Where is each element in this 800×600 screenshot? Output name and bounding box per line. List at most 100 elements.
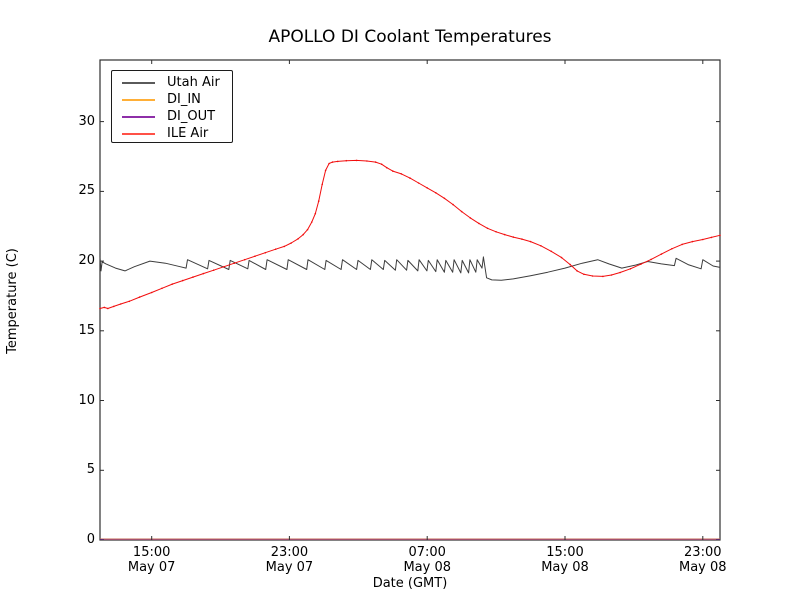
series-marker — [311, 221, 313, 223]
legend-line-swatch — [122, 81, 155, 84]
series-marker — [274, 248, 277, 250]
x-tick-date: May 07 — [127, 560, 176, 575]
legend-entry: ILE Air — [112, 125, 232, 142]
y-tick-label: 20 — [78, 253, 95, 269]
series-marker — [691, 240, 694, 243]
series-marker — [386, 166, 388, 169]
series-marker — [392, 170, 394, 172]
series-marker — [306, 228, 309, 231]
series-marker — [660, 253, 663, 255]
x-tick-date: May 07 — [265, 560, 314, 575]
series-marker — [336, 160, 339, 163]
y-tick-label: 5 — [86, 462, 95, 478]
series-marker — [171, 283, 174, 285]
series-marker — [192, 276, 194, 278]
x-tick-time: 15:00 — [132, 545, 171, 560]
series-marker — [99, 307, 101, 310]
series-marker — [181, 279, 184, 282]
series-marker — [550, 250, 552, 253]
series-marker — [495, 231, 497, 233]
y-tick-label: 15 — [78, 322, 95, 338]
series-marker — [355, 159, 358, 162]
series-marker — [119, 303, 122, 305]
series-marker — [569, 263, 571, 266]
series-marker — [138, 296, 141, 298]
series-marker — [374, 161, 377, 163]
series-marker — [202, 272, 205, 275]
series-marker — [345, 159, 348, 162]
x-tick-label: 15:00 May 07 — [117, 545, 187, 575]
series-marker — [223, 265, 225, 268]
series-marker — [650, 258, 652, 261]
series-marker — [443, 197, 446, 200]
legend-entry: Utah Air — [112, 74, 232, 91]
legend-entry: DI_IN — [112, 91, 232, 108]
series-marker — [452, 203, 454, 206]
legend-entry: DI_OUT — [112, 108, 232, 125]
x-tick-label: 23:00 May 07 — [254, 545, 324, 575]
series-marker — [113, 305, 115, 308]
series-marker — [610, 274, 613, 276]
series-marker — [640, 263, 642, 266]
legend-label: ILE Air — [167, 126, 209, 141]
x-tick-date: May 08 — [678, 560, 727, 575]
series-marker — [400, 173, 403, 175]
series-marker — [161, 287, 163, 290]
series-marker — [324, 169, 327, 172]
series-marker — [435, 192, 437, 194]
series-marker — [486, 227, 489, 230]
x-tick-label: 07:00 May 08 — [392, 545, 462, 575]
series-marker — [290, 242, 293, 244]
series-marker — [671, 248, 673, 250]
series-marker — [602, 275, 604, 278]
x-axis-label: Date (GMT) — [372, 576, 448, 591]
x-tick-time: 23:00 — [684, 545, 722, 560]
y-tick-label: 0 — [86, 532, 95, 547]
series-marker — [560, 256, 563, 259]
y-tick-label: 10 — [78, 392, 95, 408]
series-marker — [681, 243, 683, 246]
legend-label: DI_IN — [167, 92, 201, 107]
y-tick-label: 30 — [78, 113, 95, 129]
x-tick-date: May 08 — [541, 560, 589, 575]
series-marker — [321, 183, 324, 186]
series-marker — [702, 238, 704, 241]
legend-line-swatch — [122, 98, 155, 101]
chart-title: APOLLO DI Coolant Temperatures — [268, 27, 552, 47]
series-marker — [503, 233, 506, 236]
series-marker — [302, 233, 305, 236]
series-marker — [521, 238, 523, 240]
series-marker — [317, 200, 320, 202]
series-marker — [297, 238, 299, 240]
series-marker — [264, 251, 267, 254]
series-marker — [460, 210, 463, 213]
x-tick-time: 15:00 — [546, 545, 584, 560]
series-marker — [409, 177, 411, 179]
legend-line-swatch — [122, 132, 155, 135]
series-marker — [591, 275, 594, 277]
series-marker — [233, 262, 236, 265]
series-marker — [529, 240, 532, 243]
legend-label: DI_OUT — [167, 109, 216, 124]
series-marker — [540, 245, 542, 247]
series-marker — [619, 271, 621, 274]
series-marker — [212, 269, 215, 272]
x-tick-label: 23:00 May 08 — [668, 545, 738, 575]
x-tick-label: 15:00 May 08 — [530, 545, 600, 575]
axes-spines — [99, 59, 721, 541]
series-marker — [283, 245, 286, 248]
series-marker — [107, 307, 109, 310]
series-marker — [331, 161, 334, 163]
x-tick-date: May 08 — [403, 560, 451, 575]
x-tick-time: 23:00 — [270, 545, 309, 560]
series-marker — [417, 182, 420, 184]
series-marker — [629, 268, 632, 270]
legend-label: Utah Air — [167, 75, 220, 90]
series-marker — [254, 255, 256, 257]
series-marker — [103, 306, 106, 309]
legend-line-swatch — [122, 115, 155, 118]
series-marker — [719, 234, 721, 237]
series-line-ile-air — [99, 159, 721, 309]
series-marker — [243, 258, 246, 261]
